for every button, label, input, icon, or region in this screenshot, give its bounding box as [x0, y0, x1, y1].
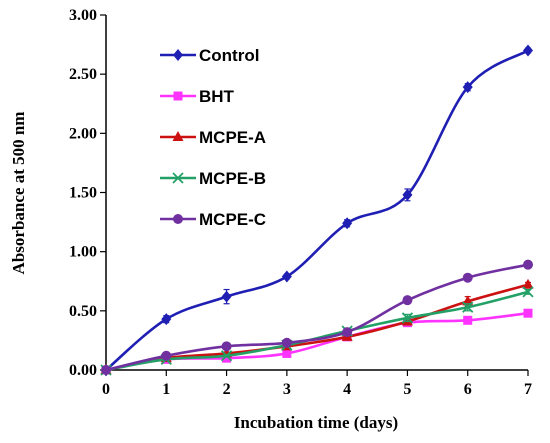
data-point	[401, 312, 414, 324]
data-point	[161, 313, 172, 326]
x-tick-label: 6	[464, 381, 472, 398]
data-point	[402, 295, 413, 306]
data-point	[161, 350, 172, 361]
x-tick-label: 4	[343, 381, 351, 398]
y-tick-label: 2.00	[69, 125, 97, 142]
x-tick-label: 0	[102, 381, 110, 398]
legend-label: MCPE-A	[199, 128, 266, 147]
data-point	[221, 290, 232, 303]
data-point	[462, 81, 473, 94]
x-axis-title: Incubation time (days)	[234, 413, 398, 432]
x-tick-label: 1	[162, 381, 170, 398]
data-point	[463, 315, 473, 325]
legend-marker	[173, 91, 183, 101]
data-point	[522, 286, 534, 298]
x-tick-label: 3	[283, 381, 291, 398]
data-point	[281, 270, 292, 283]
tick-labels: 0.00 0.50 1.00 1.50 2.00 2.50 3.00 0 1 2 3 4 5 6 7	[69, 7, 532, 398]
data-point	[523, 308, 533, 318]
legend-label: MCPE-B	[199, 169, 266, 188]
data-point	[221, 341, 232, 352]
data-point-stroke	[220, 350, 233, 362]
series-line	[105, 49, 529, 371]
legend-label: MCPE-C	[199, 210, 266, 229]
data-point	[462, 272, 473, 283]
legend-label: Control	[199, 46, 259, 65]
data-point	[101, 365, 111, 375]
legend-item-mcpe-b: MCPE-B	[160, 169, 266, 188]
legend-marker	[172, 131, 184, 141]
data-point	[220, 350, 233, 362]
data-point-stroke	[401, 312, 414, 324]
y-tick-label: 1.00	[69, 244, 97, 261]
plot-area	[100, 44, 534, 376]
y-tick-label: 3.00	[69, 7, 97, 24]
data-point-stroke	[462, 301, 474, 313]
legend: Control BHT MCPE-A MCPE-B MCPE-C	[160, 46, 266, 229]
series-control	[101, 44, 533, 376]
legend-label: BHT	[199, 87, 235, 106]
data-point	[282, 348, 292, 358]
legend-marker	[172, 172, 184, 184]
x-tick-label: 5	[403, 381, 411, 398]
legend-marker	[173, 49, 183, 61]
legend-marker-stroke	[172, 172, 184, 184]
data-point	[342, 217, 353, 230]
y-tick-label: 0.00	[69, 362, 97, 379]
data-point	[342, 327, 353, 338]
data-point	[402, 188, 413, 201]
data-point	[462, 295, 474, 306]
x-tick-label: 7	[524, 381, 532, 398]
x-tick-label: 2	[223, 381, 231, 398]
data-point	[523, 259, 533, 270]
series-line	[105, 263, 529, 372]
y-tick-label: 0.50	[69, 303, 97, 320]
data-point-stroke	[522, 286, 534, 298]
y-tick-label: 1.50	[69, 185, 97, 202]
series-mcpe-c	[101, 259, 533, 375]
data-point	[523, 44, 533, 57]
legend-item-control: Control	[160, 46, 259, 65]
y-axis-title: Absorbance at 500 nm	[9, 112, 28, 275]
legend-item-bht: BHT	[160, 87, 235, 106]
y-tick-label: 2.50	[69, 66, 97, 83]
data-point	[462, 301, 474, 313]
legend-item-mcpe-c: MCPE-C	[160, 210, 266, 229]
data-point	[281, 337, 292, 348]
legend-item-mcpe-a: MCPE-A	[160, 128, 266, 147]
data-point	[222, 353, 232, 363]
data-point	[522, 278, 534, 289]
legend-marker	[173, 214, 183, 224]
